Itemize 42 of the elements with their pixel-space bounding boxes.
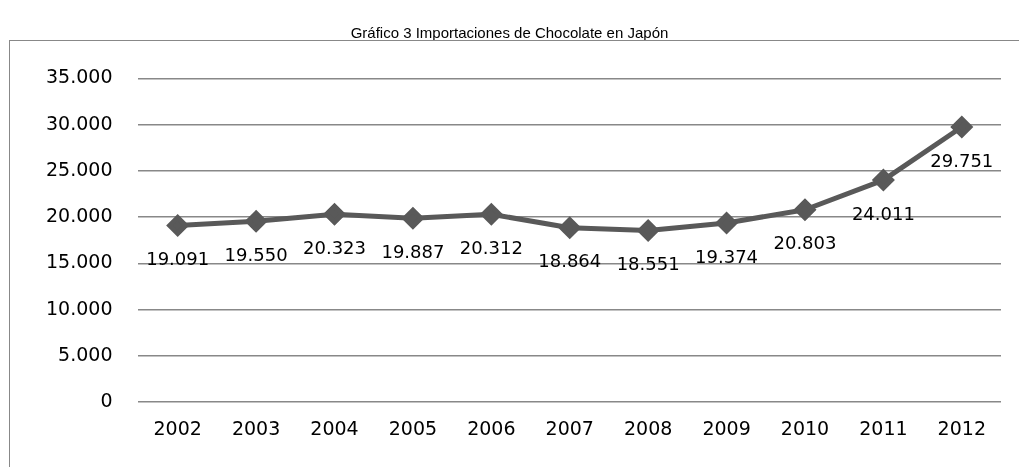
y-tick-label: 20.000	[46, 204, 113, 227]
x-tick-label: 2003	[231, 416, 281, 439]
point	[480, 203, 502, 225]
x-tick-label: 2012	[937, 416, 986, 439]
y-tick-label: 15.000	[46, 250, 113, 273]
data-label: 20.312	[459, 236, 523, 258]
data-label: 20.803	[773, 232, 837, 254]
x-tick-label: 2011	[859, 416, 908, 439]
point	[872, 169, 894, 191]
x-tick-label: 2002	[153, 416, 202, 439]
point	[324, 203, 346, 225]
data-label: 18.864	[538, 250, 602, 272]
data-label: 19.550	[224, 244, 288, 266]
point	[245, 210, 267, 232]
y-tick-label: 10.000	[46, 296, 113, 319]
data-label: 18.551	[616, 253, 680, 275]
data-label: 19.091	[146, 248, 210, 270]
data-label: 19.887	[381, 240, 445, 262]
y-tick-label: 25.000	[46, 157, 113, 180]
x-tick-label: 2004	[310, 416, 359, 439]
x-tick-label: 2007	[545, 416, 594, 439]
x-tick-label: 2006	[467, 416, 516, 439]
y-tick-label: 35.000	[46, 65, 113, 88]
data-label: 19.374	[695, 245, 759, 267]
y-tick-label: 0	[100, 389, 113, 412]
data-label: 20.323	[303, 236, 366, 258]
point	[167, 215, 189, 237]
point	[716, 212, 738, 234]
data-label: 24.011	[851, 202, 915, 224]
x-tick-label: 2010	[780, 416, 830, 439]
chart-title: Gráfico 3 Importaciones de Chocolate en Japón	[349, 24, 670, 41]
x-tick-label: 2008	[623, 416, 673, 439]
y-tick-label: 5.000	[58, 342, 113, 365]
x-tick-label: 2009	[702, 416, 751, 439]
point	[559, 217, 581, 239]
point	[951, 116, 973, 138]
data-label: 29.751	[930, 149, 994, 171]
x-tick-label: 2005	[388, 416, 438, 439]
point	[402, 207, 424, 229]
y-tick-label: 30.000	[46, 111, 113, 134]
point	[794, 199, 816, 221]
point	[637, 220, 659, 242]
